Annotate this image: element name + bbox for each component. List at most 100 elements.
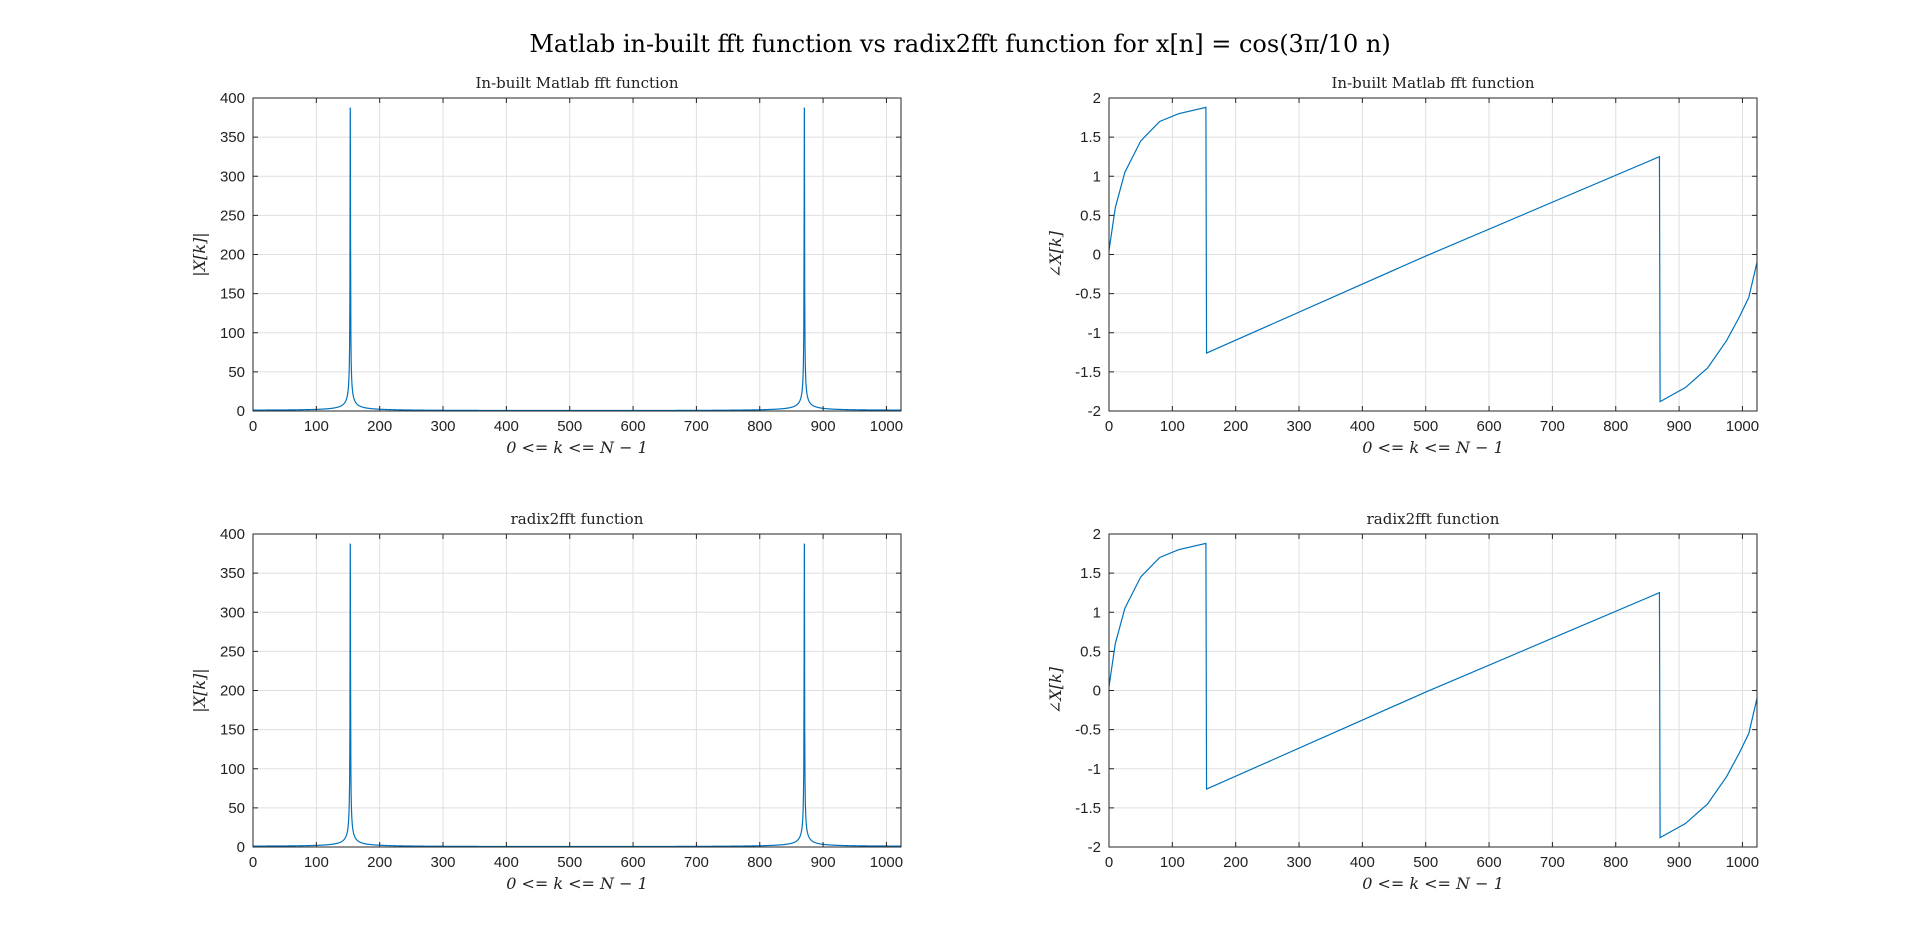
y-tick-label: 150 [220, 286, 245, 303]
y-tick-label: 350 [220, 129, 245, 146]
y-tick-label: 0 [237, 403, 245, 420]
y-axis-label: |X[k]| [190, 668, 209, 712]
x-tick-label: 600 [1477, 418, 1502, 435]
x-tick-label: 900 [1667, 854, 1692, 871]
x-tick-label: 300 [1287, 854, 1312, 871]
y-tick-label: -1.5 [1075, 364, 1101, 381]
y-tick-label: 300 [220, 168, 245, 185]
x-tick-label: 300 [1287, 418, 1312, 435]
x-tick-label: 600 [1477, 854, 1502, 871]
series-line [253, 543, 901, 848]
subplot-mag-radix2: 0 100 200 300 400 500 600 700 800 900 1000 0 50 100 15… [190, 510, 903, 893]
x-tick-label: 100 [304, 854, 329, 871]
y-tick-label: -1 [1088, 761, 1101, 778]
x-tick-label: 500 [557, 854, 582, 871]
y-axis-label: |X[k]| [190, 232, 209, 276]
x-tick-label: 400 [1350, 854, 1375, 871]
subplots: 0 100 200 300 400 500 600 700 800 900 100005010015… [190, 74, 1759, 893]
x-tick-label: 100 [1160, 418, 1185, 435]
x-tick-label: 1000 [870, 418, 903, 435]
x-tick-label: 100 [304, 418, 329, 435]
y-tick-label: 400 [220, 90, 245, 107]
y-tick-label: -0.5 [1075, 286, 1101, 303]
x-tick-label: 0 [1105, 854, 1113, 871]
subplot-phase-builtin: 0 100 200 300 400 500 600 700 800 900 1000 -2 -1.5 -1… [1046, 74, 1759, 457]
x-tick-label: 200 [1223, 854, 1248, 871]
y-tick-label: 150 [220, 722, 245, 739]
y-tick-label: 400 [220, 526, 245, 543]
y-axis-label: ∠X[k] [1046, 230, 1065, 278]
subplot-mag-builtin: 0 100 200 300 400 500 600 700 800 900 1000 0 50 100 15… [190, 74, 903, 457]
x-tick-label: 500 [557, 418, 582, 435]
y-tick-label: 0 [1093, 683, 1101, 700]
subplot-phase-radix2: 0 100 200 300 400 500 600 700 800 900 1000 -2 -1.5 -1… [1046, 510, 1759, 893]
x-tick-label: 700 [1540, 854, 1565, 871]
x-tick-label: 500 [1413, 854, 1438, 871]
subplot-title: In-built Matlab fft function [1332, 74, 1535, 92]
y-tick-label: 0 [237, 839, 245, 856]
x-tick-label: 600 [621, 418, 646, 435]
x-tick-label: 1000 [1726, 418, 1759, 435]
x-axis-label: 0 <= k <= N − 1 [506, 874, 648, 893]
y-tick-label: -0.5 [1075, 722, 1101, 739]
series-line [253, 107, 901, 412]
y-tick-label: 100 [220, 325, 245, 342]
x-tick-label: 200 [1223, 418, 1248, 435]
y-tick-label: 1.5 [1080, 129, 1101, 146]
x-tick-label: 900 [811, 418, 836, 435]
x-tick-label: 0 [249, 854, 257, 871]
y-axis-label: ∠X[k] [1046, 666, 1065, 714]
y-tick-label: 100 [220, 761, 245, 778]
x-tick-label: 700 [684, 854, 709, 871]
x-tick-label: 1000 [870, 854, 903, 871]
y-tick-label: 200 [220, 683, 245, 700]
y-tick-label: 1 [1093, 604, 1101, 621]
x-tick-label: 800 [1603, 418, 1628, 435]
figure-title: Matlab in-built fft function vs radix2ff… [529, 30, 1390, 58]
x-tick-label: 200 [367, 854, 392, 871]
y-tick-label: 0.5 [1080, 643, 1101, 660]
x-axis-label: 0 <= k <= N − 1 [1362, 874, 1504, 893]
y-tick-label: 2 [1093, 90, 1101, 107]
y-tick-label: 2 [1093, 526, 1101, 543]
x-tick-label: 100 [1160, 854, 1185, 871]
y-tick-label: 200 [220, 247, 245, 264]
x-tick-label: 600 [621, 854, 646, 871]
x-tick-label: 900 [811, 854, 836, 871]
x-tick-label: 700 [1540, 418, 1565, 435]
x-tick-label: 400 [1350, 418, 1375, 435]
x-tick-label: 400 [494, 854, 519, 871]
y-tick-label: -1.5 [1075, 800, 1101, 817]
y-tick-label: 1.5 [1080, 565, 1101, 582]
x-axis-label: 0 <= k <= N − 1 [506, 438, 648, 457]
x-tick-label: 1000 [1726, 854, 1759, 871]
x-tick-label: 400 [494, 418, 519, 435]
y-tick-label: -2 [1088, 839, 1101, 856]
subplot-title: In-built Matlab fft function [476, 74, 679, 92]
y-tick-label: 350 [220, 565, 245, 582]
x-tick-label: 300 [431, 418, 456, 435]
y-tick-label: 300 [220, 604, 245, 621]
y-tick-label: 50 [228, 364, 245, 381]
y-tick-label: 0.5 [1080, 207, 1101, 224]
x-tick-label: 800 [747, 854, 772, 871]
x-tick-label: 500 [1413, 418, 1438, 435]
y-tick-label: 50 [228, 800, 245, 817]
y-tick-label: -1 [1088, 325, 1101, 342]
subplot-title: radix2fft function [511, 510, 644, 528]
x-tick-label: 800 [1603, 854, 1628, 871]
series-line [1108, 106, 1758, 403]
y-tick-label: 1 [1093, 168, 1101, 185]
y-tick-label: 250 [220, 207, 245, 224]
x-tick-label: 700 [684, 418, 709, 435]
y-tick-label: 250 [220, 643, 245, 660]
x-tick-label: 0 [1105, 418, 1113, 435]
series-line [1108, 542, 1758, 839]
x-axis-label: 0 <= k <= N − 1 [1362, 438, 1504, 457]
y-tick-label: -2 [1088, 403, 1101, 420]
x-tick-label: 300 [431, 854, 456, 871]
x-tick-label: 900 [1667, 418, 1692, 435]
x-tick-label: 800 [747, 418, 772, 435]
x-tick-label: 0 [249, 418, 257, 435]
